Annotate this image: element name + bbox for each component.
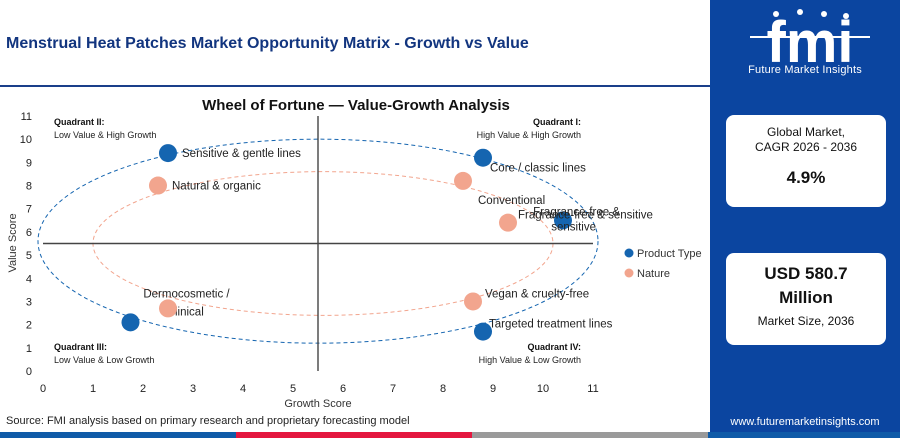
website-link[interactable]: www.futuremarketinsights.com bbox=[730, 416, 880, 428]
color-bar-red bbox=[236, 432, 472, 438]
legend-label: Product Type bbox=[637, 248, 702, 260]
opportunity-matrix-chart: Wheel of Fortune — Value-Growth Analysis… bbox=[7, 97, 702, 410]
point-label: Fragrance-free & bbox=[533, 206, 620, 218]
y-tick-label: 6 bbox=[26, 227, 32, 239]
logo-tagline: Future Market Insights bbox=[748, 64, 862, 76]
color-bar-blue bbox=[0, 432, 236, 438]
y-tick-label: 3 bbox=[26, 296, 32, 308]
cagr-label: Global Market, CAGR 2026 - 2036 bbox=[754, 125, 858, 154]
data-point bbox=[474, 148, 492, 167]
y-tick-label: 9 bbox=[26, 157, 32, 169]
quadrant-labels: Quadrant II: Low Value & High Growth Quadr… bbox=[54, 117, 581, 365]
data-point bbox=[499, 213, 517, 232]
logo-letters: fmi bbox=[767, 10, 854, 75]
x-tick-label: 9 bbox=[490, 383, 496, 395]
x-tick-label: 6 bbox=[340, 383, 346, 395]
y-tick-label: 0 bbox=[26, 366, 32, 378]
chart-frame: Wheel of Fortune — Value-Growth Analysis… bbox=[0, 88, 710, 413]
data-point bbox=[474, 322, 492, 341]
point-label: sensitive bbox=[551, 221, 596, 233]
data-point bbox=[464, 292, 482, 311]
x-tick-label: 5 bbox=[290, 383, 296, 395]
brand-sidebar: fmi Future Market Insights Global Market… bbox=[710, 0, 900, 432]
point-label: Vegan & cruelty-free bbox=[485, 288, 589, 300]
x-tick-label: 10 bbox=[537, 383, 549, 395]
y-tick-label: 10 bbox=[20, 134, 32, 146]
market-size-card: USD 580.7 Million Market Size, 2036 bbox=[726, 253, 886, 345]
x-tick-label: 1 bbox=[90, 383, 96, 395]
quadrant-title: Quadrant IV: bbox=[527, 342, 581, 352]
quadrant-title: Quadrant II: bbox=[54, 117, 105, 127]
y-tick-label: 5 bbox=[26, 250, 32, 262]
page-title: Menstrual Heat Patches Market Opportunit… bbox=[6, 35, 529, 52]
y-tick-label: 2 bbox=[26, 320, 32, 332]
quadrant-subtitle: Low Value & Low Growth bbox=[54, 355, 154, 365]
market-size-value: USD 580.7 Million bbox=[764, 264, 848, 307]
point-label: Conventional bbox=[478, 195, 545, 207]
data-point bbox=[159, 299, 177, 318]
data-point bbox=[121, 313, 140, 332]
data-point bbox=[454, 171, 472, 190]
data-point bbox=[149, 176, 167, 195]
x-tick-label: 2 bbox=[140, 383, 146, 395]
chart-title: Wheel of Fortune — Value-Growth Analysis bbox=[202, 97, 510, 114]
y-tick-label: 11 bbox=[21, 111, 32, 123]
x-tick-label: 11 bbox=[587, 383, 598, 395]
point-label: Fragrance-free & sensitive bbox=[518, 210, 653, 222]
point-label: Core / classic lines bbox=[490, 163, 586, 175]
legend-marker bbox=[624, 268, 634, 278]
x-tick-label: 3 bbox=[190, 383, 196, 395]
logo-figures-icon bbox=[750, 9, 870, 38]
legend-marker bbox=[624, 248, 634, 258]
y-tick-label: 7 bbox=[26, 204, 32, 216]
quadrant-subtitle: High Value & Low Growth bbox=[479, 355, 581, 365]
data-point bbox=[554, 211, 572, 230]
y-tick-label: 8 bbox=[26, 181, 32, 193]
y-axis-title: Value Score bbox=[7, 213, 19, 272]
chart-legend: Product Type Nature bbox=[624, 248, 702, 280]
x-tick-label: 4 bbox=[240, 383, 246, 395]
x-tick-label: 7 bbox=[390, 383, 396, 395]
chart-axes: 0 1 2 3 4 5 6 7 8 9 10 11 0 1 2 3 4 5 6 7 8 9 10 11 bbox=[20, 111, 599, 395]
market-size-label: Market Size, 2036 bbox=[757, 314, 855, 328]
data-point bbox=[159, 144, 177, 163]
legend-label: Nature bbox=[637, 268, 670, 280]
quadrant-subtitle: High Value & High Growth bbox=[477, 130, 581, 140]
report-panel: Menstrual Heat Patches Market Opportunit… bbox=[0, 35, 710, 427]
x-tick-label: 8 bbox=[440, 383, 446, 395]
quadrant-title: Quadrant I: bbox=[533, 117, 581, 127]
quadrant-dividers bbox=[43, 116, 593, 371]
cagr-value: 4.9% bbox=[786, 168, 826, 187]
point-label: clinical bbox=[169, 306, 204, 318]
color-bar-blue-end bbox=[708, 432, 900, 438]
point-label: Sensitive & gentle lines bbox=[182, 148, 301, 160]
quadrant-title: Quadrant III: bbox=[54, 342, 107, 352]
x-tick-label: 0 bbox=[40, 383, 46, 395]
point-label: Dermocosmetic / bbox=[143, 288, 230, 300]
cagr-card: Global Market, CAGR 2026 - 2036 4.9% bbox=[726, 115, 886, 207]
fmi-logo: fmi bbox=[750, 9, 870, 75]
point-label: Natural & organic bbox=[172, 181, 261, 193]
y-tick-label: 4 bbox=[26, 273, 32, 285]
data-points: Sensitive & gentle lines Core / classic l… bbox=[121, 144, 653, 341]
quadrant-subtitle: Low Value & High Growth bbox=[54, 130, 156, 140]
color-bar bbox=[0, 432, 900, 438]
source-note: Source: FMI analysis based on primary re… bbox=[6, 415, 410, 427]
title-divider bbox=[0, 85, 710, 87]
point-label: Targeted treatment lines bbox=[489, 319, 613, 331]
color-bar-gray bbox=[472, 432, 708, 438]
x-axis-title: Growth Score bbox=[284, 398, 351, 410]
y-tick-label: 1 bbox=[26, 343, 32, 355]
